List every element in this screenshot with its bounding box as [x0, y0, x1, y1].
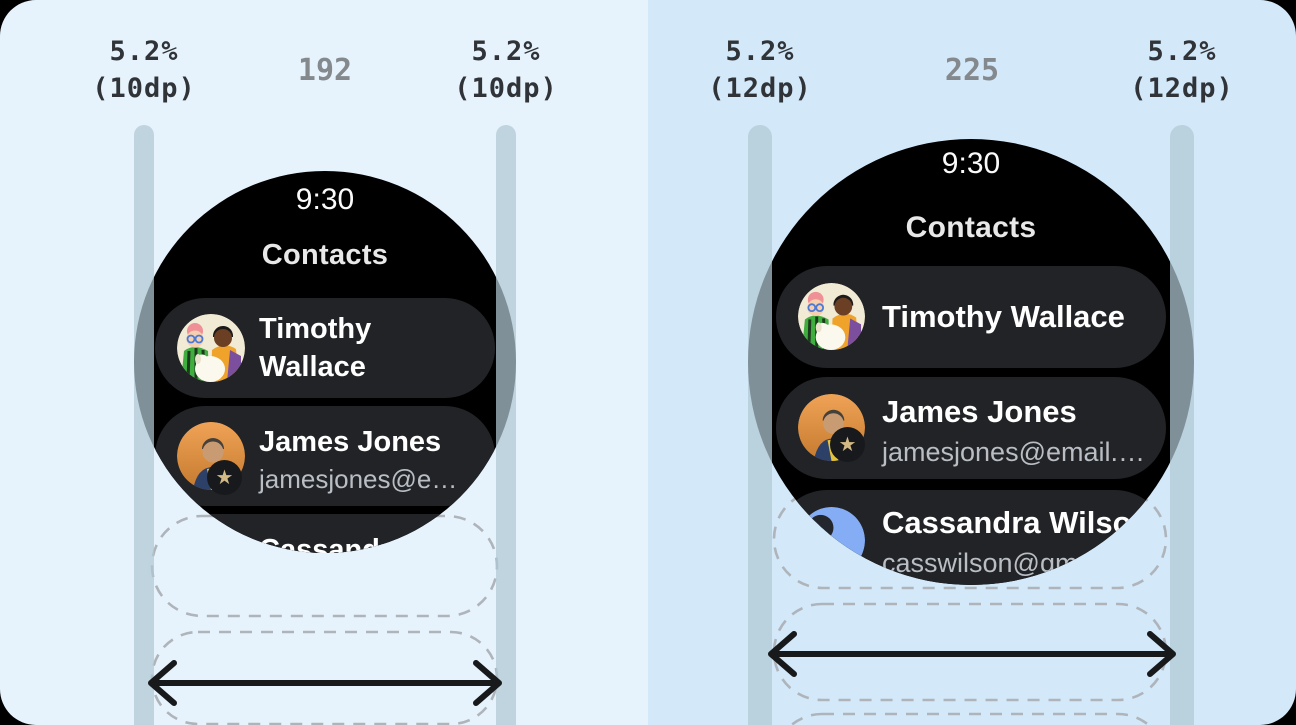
avatar-couple-with-dog — [177, 314, 245, 382]
placeholder-row — [789, 712, 1151, 725]
contact-email: jamesjones@e… — [259, 464, 458, 494]
margin-percent: 5.2% — [109, 36, 179, 67]
margin-label-right: 5.2% (10dp) — [454, 33, 558, 107]
margin-label-left: 5.2% (10dp) — [92, 33, 196, 107]
margin-dp: (12dp) — [1130, 73, 1234, 104]
star-icon: ★ — [830, 427, 865, 462]
margin-label-left: 5.2% (12dp) — [708, 33, 812, 107]
avatar-person-blue — [798, 507, 865, 574]
contact-row-timothy[interactable]: Timothy Wallace — [155, 298, 495, 398]
avatar-person-blue — [177, 530, 245, 553]
contact-row-cassandra[interactable]: Cassandra Wilson — [155, 514, 510, 553]
margin-guide-bar-right — [496, 125, 516, 725]
contact-row-james[interactable]: ★ James Jones jamesjones@email.… — [776, 377, 1166, 479]
status-time: 9:30 — [295, 183, 355, 216]
placeholder-row — [150, 630, 499, 725]
watch-size-label: 225 — [944, 53, 1000, 88]
margin-dp: (10dp) — [92, 73, 196, 104]
margin-guide-bar-left — [748, 125, 772, 725]
screen-title: Contacts — [261, 239, 389, 271]
margin-percent: 5.2% — [725, 36, 795, 67]
contact-name-line1: Timothy — [259, 313, 372, 345]
contact-email: jamesjones@email.… — [882, 437, 1145, 467]
margin-dp: (12dp) — [708, 73, 812, 104]
contact-email: casswilson@gm… — [882, 548, 1105, 578]
avatar-couple-with-dog — [798, 283, 865, 350]
watch-size-label: 192 — [297, 53, 353, 88]
margin-guide-bar-left — [134, 125, 154, 725]
watch-face: 9:30 Contacts — [134, 171, 516, 553]
status-time: 9:30 — [941, 147, 1001, 180]
contact-row-timothy[interactable]: Timothy Wallace — [776, 266, 1166, 368]
margin-guide-bar-right — [1170, 125, 1194, 725]
contact-name: Cassandra Wilson — [259, 534, 511, 553]
contact-name-line2: Wallace — [259, 351, 366, 383]
contact-row-cassandra[interactable]: Cassandra Wilson casswilson@gm… — [776, 490, 1166, 585]
panel-watch-225: 5.2% (12dp) 225 5.2% (12dp) 9:30 Contact… — [648, 0, 1296, 725]
panel-watch-192: 5.2% (10dp) 192 5.2% (10dp) 9:30 Contact… — [0, 0, 648, 725]
margin-dp: (10dp) — [454, 73, 558, 104]
contact-name: James Jones — [882, 394, 1077, 429]
contact-name: Timothy Wallace — [882, 299, 1125, 334]
contact-row-james[interactable]: ★ James Jones jamesjones@e… — [155, 406, 495, 506]
margin-label-right: 5.2% (12dp) — [1130, 33, 1234, 107]
screen-title: Contacts — [905, 211, 1037, 244]
watch-face: 9:30 Contacts — [748, 139, 1194, 585]
star-icon: ★ — [207, 460, 242, 495]
placeholder-row — [772, 602, 1168, 702]
margin-percent: 5.2% — [1147, 36, 1217, 67]
contact-name: Cassandra Wilson — [882, 505, 1151, 540]
margin-percent: 5.2% — [471, 36, 541, 67]
contact-name: James Jones — [259, 426, 442, 458]
